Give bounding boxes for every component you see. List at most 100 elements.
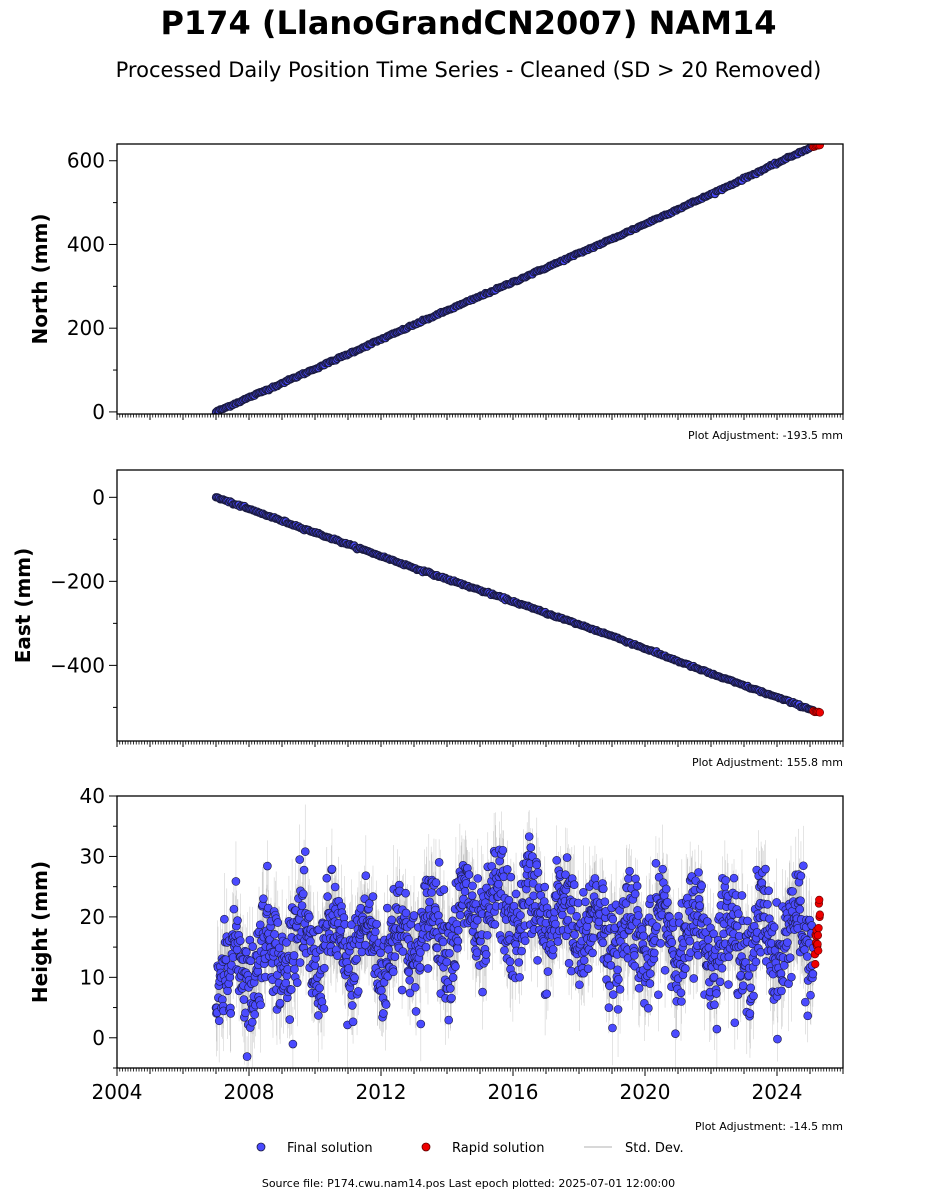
final-solution-point — [689, 974, 699, 983]
final-solution-point — [447, 993, 456, 1003]
final-solution-point — [709, 972, 719, 982]
final-solution-point — [661, 884, 671, 894]
final-solution-point — [570, 930, 579, 940]
final-solution-point — [333, 951, 342, 960]
final-solution-point — [445, 948, 454, 958]
final-solution-point — [729, 873, 739, 883]
final-solution-point — [773, 1034, 782, 1044]
final-solution-point — [715, 977, 725, 987]
final-solution-point — [275, 998, 285, 1008]
final-solution-point — [772, 898, 781, 907]
final-solution-point — [566, 905, 576, 915]
final-solution-point — [777, 986, 786, 996]
final-solution-point — [455, 910, 465, 920]
final-solution-point — [712, 1024, 722, 1034]
final-solution-point — [361, 940, 370, 950]
east-y-axis-label: East (mm) — [11, 548, 35, 664]
final-solution-point — [788, 887, 797, 896]
final-solution-point — [405, 975, 414, 985]
final-solution-point — [608, 1023, 617, 1033]
rapid-solution-point — [813, 931, 823, 940]
final-solution-point — [500, 946, 509, 955]
rapid-solution-point — [814, 946, 823, 955]
final-solution-point — [371, 927, 380, 937]
x-tick-label: 2020 — [620, 1080, 671, 1104]
final-solution-point — [300, 847, 310, 856]
y-tick-label: 20 — [80, 905, 105, 929]
final-solution-point — [298, 889, 308, 899]
final-solution-point — [275, 943, 284, 953]
final-solution-point — [650, 948, 659, 958]
final-solution-point — [506, 872, 516, 882]
final-solution-point — [732, 921, 742, 931]
final-solution-point — [801, 997, 810, 1007]
final-solution-point — [785, 953, 795, 962]
final-solution-point — [769, 922, 779, 932]
final-solution-point — [504, 895, 514, 905]
final-solution-point — [299, 865, 309, 875]
rapid-solution-point — [814, 923, 823, 933]
final-solution-point — [551, 919, 560, 929]
final-solution-point — [516, 911, 525, 920]
final-solution-point — [389, 967, 398, 977]
final-solution-point — [498, 845, 508, 855]
final-solution-point — [517, 946, 526, 956]
north-y-axis-label: North (mm) — [28, 213, 52, 344]
final-solution-point — [487, 861, 497, 871]
final-solution-point — [270, 930, 279, 939]
legend-final-label: Final solution — [287, 1141, 373, 1156]
final-solution-point — [248, 942, 257, 951]
final-solution-point — [229, 904, 239, 914]
final-solution-point — [563, 915, 573, 925]
final-solution-point — [514, 958, 524, 967]
final-solution-point — [634, 983, 644, 993]
final-solution-point — [295, 958, 305, 967]
final-solution-point — [631, 874, 640, 884]
final-solution-point — [651, 858, 661, 868]
final-solution-point — [320, 963, 329, 973]
final-solution-point — [304, 912, 314, 922]
final-solution-point — [306, 937, 315, 946]
final-solution-point — [368, 892, 378, 901]
final-solution-point — [241, 1008, 250, 1018]
final-solution-point — [751, 957, 761, 967]
final-solution-point — [323, 892, 332, 901]
rapid-solution-point — [815, 708, 825, 717]
final-solution-point — [239, 995, 249, 1004]
final-solution-point — [214, 1016, 224, 1026]
final-solution-point — [590, 874, 600, 883]
final-solution-point — [376, 948, 385, 958]
final-solution-point — [763, 900, 772, 909]
north-panel: 0 200 400 600 North (mm) Plot Adjustment: -… — [28, 143, 844, 442]
final-solution-point — [624, 874, 633, 883]
final-solution-point — [564, 958, 574, 968]
final-solution-point — [322, 873, 332, 883]
final-solution-point — [608, 990, 618, 999]
final-solution-point — [709, 929, 718, 939]
final-solution-point — [289, 951, 299, 960]
final-solution-point — [505, 957, 515, 966]
final-solution-point — [409, 911, 419, 920]
final-solution-point — [263, 861, 272, 871]
final-solution-point — [434, 911, 443, 920]
final-solution-point — [589, 933, 598, 943]
final-solution-point — [242, 1052, 252, 1061]
final-solution-point — [787, 972, 796, 982]
final-solution-point — [460, 887, 470, 896]
final-solution-point — [579, 956, 589, 965]
final-solution-point — [697, 881, 707, 891]
final-solution-point — [738, 981, 748, 990]
final-solution-point — [808, 969, 818, 979]
final-solution-point — [416, 1019, 426, 1029]
height-axes: 2004 2008 2012 2016 2020 2024 0 10 20 30 40 — [80, 784, 844, 1104]
final-solution-point — [285, 1015, 295, 1024]
final-solution-point — [524, 832, 534, 841]
final-solution-point — [223, 986, 232, 996]
final-solution-point — [533, 868, 543, 877]
x-tick-label: 2016 — [488, 1080, 539, 1104]
east-plot-adjustment: Plot Adjustment: 155.8 mm — [692, 756, 843, 769]
final-solution-point — [573, 898, 583, 908]
final-solution-point — [397, 985, 407, 995]
y-tick-label: −400 — [50, 653, 105, 677]
